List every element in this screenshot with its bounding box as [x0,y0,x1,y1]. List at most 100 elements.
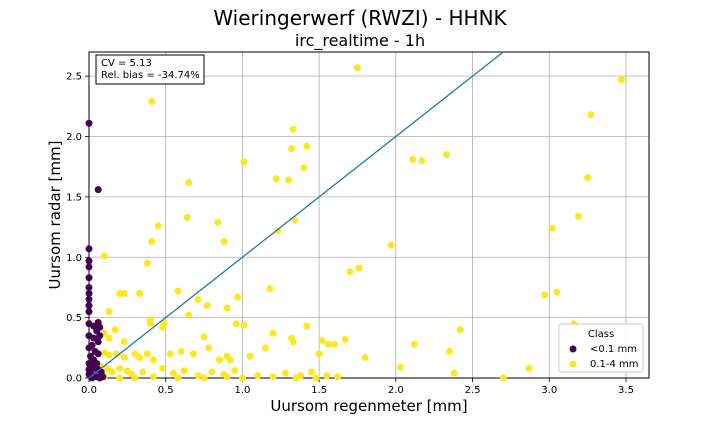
data-point-high-class [396,363,404,371]
data-point-low-class [85,274,93,282]
cv-text: CV = 5.13 [101,58,152,69]
legend-marker-high-class [569,360,577,368]
data-point-high-class [353,64,361,72]
x-tick-label: 0.0 [81,385,97,396]
data-point-low-class [85,257,93,265]
data-point-high-class [254,372,262,380]
data-point-low-class [94,186,102,194]
data-point-high-class [226,356,234,364]
data-point-high-class [288,145,296,153]
legend-frame [558,323,644,373]
plot-frame [88,51,650,379]
data-point-high-class [587,111,595,119]
data-point-low-class [85,263,93,271]
data-point-high-class [189,350,197,358]
x-tick-label: 3.5 [618,385,634,396]
data-point-high-class [324,340,332,348]
data-point-high-class [105,308,113,316]
data-point-high-class [266,285,274,293]
x-axis-label: Uursom regenmeter [mm] [270,397,467,415]
data-point-high-class [269,329,277,337]
data-point-high-class [149,373,157,381]
data-point-high-class [146,320,154,328]
chart-subtitle: irc_realtime - 1h [294,31,426,50]
data-point-high-class [442,151,450,159]
data-point-high-class [177,347,185,355]
x-tick-label: 3.0 [541,385,557,396]
data-point-high-class [541,291,549,299]
data-point-low-class [85,308,93,316]
data-point-high-class [355,264,363,272]
data-point-high-class [149,356,157,364]
data-point-low-class [85,119,93,127]
data-point-high-class [261,344,269,352]
data-point-high-class [323,372,331,380]
data-point-high-class [334,373,342,381]
data-point-high-class [240,321,248,329]
data-point-high-class [409,155,417,163]
data-point-high-class [223,373,231,381]
y-tick-label: 1.5 [66,192,82,203]
data-point-high-class [223,304,231,312]
data-point-high-class [215,356,223,364]
y-axis-label: Uursom radar [mm] [46,141,64,290]
data-point-high-class [136,353,144,361]
data-point-high-class [203,302,211,310]
data-point-high-class [208,368,216,376]
legend-title: Class [588,329,614,340]
y-tick-label: 1.0 [66,253,82,264]
data-point-high-class [553,288,561,296]
data-point-high-class [205,344,213,352]
data-point-high-class [307,368,315,376]
data-point-high-class [240,158,248,166]
data-point-low-class [94,338,102,346]
y-tick-label: 2.5 [66,72,82,83]
data-point-high-class [166,350,174,358]
data-point-high-class [289,125,297,133]
data-point-high-class [194,296,202,304]
data-point-high-class [116,374,124,382]
data-point-high-class [525,364,533,372]
data-points [85,64,625,382]
legend-marker-low-class [569,345,577,353]
data-point-high-class [303,142,311,150]
data-point-low-class [96,332,104,340]
legend: Class <0.1 mm 0.1-4 mm [558,323,644,373]
x-tick-label: 1.0 [234,385,250,396]
data-point-high-class [410,340,418,348]
data-point-high-class [200,374,208,382]
data-point-high-class [346,268,354,276]
data-point-high-class [183,213,191,221]
x-tick-label: 1.5 [311,385,327,396]
data-point-high-class [574,212,582,220]
data-point-high-class [220,238,228,246]
data-point-high-class [284,176,292,184]
x-tick-label: 2.0 [388,385,404,396]
data-point-high-class [446,347,454,355]
data-point-high-class [318,337,326,345]
data-point-high-class [289,338,297,346]
data-point-high-class [120,289,128,297]
data-point-low-class [99,373,107,381]
data-point-high-class [100,252,108,260]
data-point-low-class [85,296,93,304]
data-point-high-class [303,322,311,330]
one-to-one-reference-line [88,51,504,379]
y-tick-label: 0.0 [66,374,82,385]
chart-title: Wieringerwerf (RWZI) - HHNK [213,6,507,30]
stats-box-frame [95,54,205,85]
data-point-high-class [154,222,162,230]
data-point-high-class [232,320,240,328]
data-point-high-class [418,157,426,165]
data-point-low-class [85,366,93,374]
data-point-high-class [274,227,282,235]
data-point-high-class [456,326,464,334]
data-point-high-class [246,352,254,360]
data-point-high-class [174,287,182,295]
data-point-high-class [148,238,156,246]
data-point-high-class [136,289,144,297]
data-point-high-class [312,374,320,382]
data-point-low-class [85,302,93,310]
data-point-high-class [548,224,556,232]
